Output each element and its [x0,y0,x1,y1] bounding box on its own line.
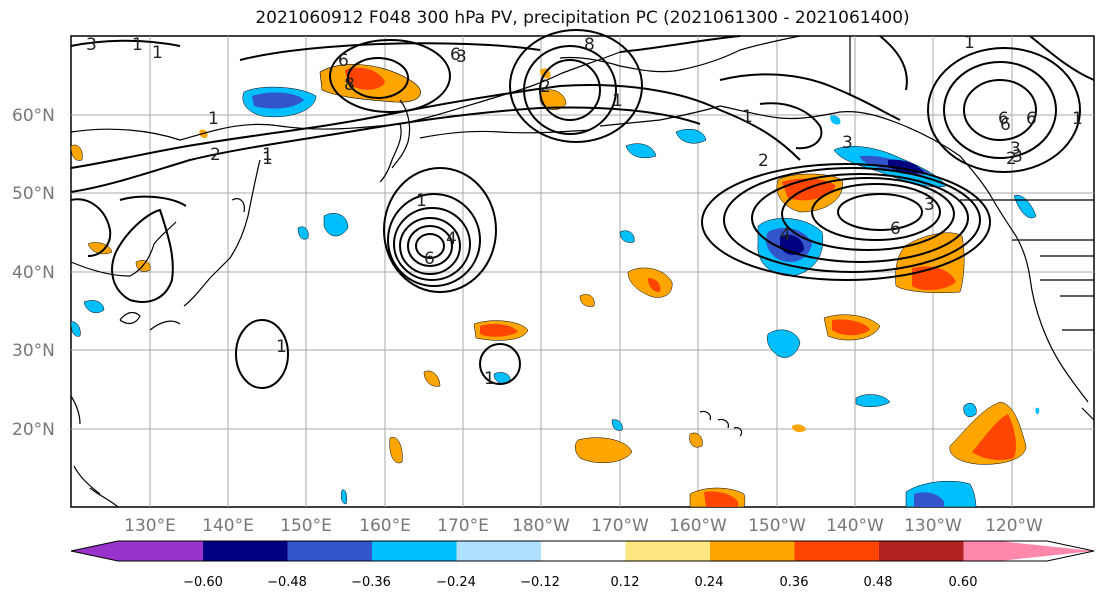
pv-contour-labels: 3 1 1 6 6 8 1 1 1 2 1 1 6 6 8 3 6 3 4 2 … [86,33,1083,389]
colorbar-segment [541,541,626,561]
pv-label: 2 [540,77,551,97]
pv-label: 6 [998,109,1009,129]
colorbar-segment [794,541,880,561]
pv-label: 1 [132,35,143,55]
colorbar-tick-label: −0.36 [351,575,391,590]
colorbar-segment [287,541,373,561]
pv-label: 2 [1006,149,1017,169]
colorbar-outline [70,540,1095,562]
pv-label: 3 [1012,147,1023,167]
colorbar-tick-label: 0.24 [695,575,724,590]
longitude-axis: 130°E 140°E 150°E 160°E 170°E 180°W 170°… [124,516,1043,536]
lat-label: 50°N [12,184,55,204]
pv-label: 6 [450,45,461,65]
colorbar-extend-high [963,541,1094,561]
lon-label: 160°W [669,516,727,536]
pv-label: 1 [152,43,163,63]
pv-label: 2 [210,145,221,165]
colorbar-tick-label: −0.60 [183,575,223,590]
pv-label: 6 [338,51,349,71]
lon-label: 140°E [202,516,254,536]
lat-label: 30°N [12,341,55,361]
colorbar-tick-label: 0.60 [949,575,978,590]
pv-label: 1 [484,369,495,389]
pv-label: 1 [416,191,427,211]
colorbar-tick-label: −0.12 [520,575,560,590]
pv-label: 3 [1010,139,1021,159]
pv-label: 3 [86,35,97,55]
lon-label: 180°W [512,516,570,536]
colorbar-segment [203,541,288,561]
pv-contours [70,29,1095,389]
colorbar-tick-label: −0.48 [267,575,307,590]
colorbar-tick-label: 0.12 [611,575,640,590]
pv-label: 4 [446,229,457,249]
lon-label: 130°E [124,516,176,536]
colorbar-tick-label: −0.24 [436,575,476,590]
pv-label: 3 [842,133,853,153]
pv-label: 6 [890,219,901,239]
colorbar-segment [710,541,795,561]
pv-label: 4 [780,225,791,245]
pv-label: 1 [612,91,623,111]
pv-label: 2 [758,151,769,171]
pv-label: 6 [424,249,435,269]
pv-label: 6 [1026,109,1037,129]
colorbar: −0.60 −0.48 −0.36 −0.24 −0.12 0.12 0.24 … [70,540,1095,590]
lon-label: 150°E [280,516,332,536]
lon-label: 140°W [826,516,884,536]
lon-label: 160°E [359,516,411,536]
lat-label: 20°N [12,420,55,440]
pv-label: 1 [208,109,219,129]
pv-label: 1 [262,145,273,165]
pv-label: 1 [262,149,273,169]
colorbar-tick-label: 0.36 [780,575,809,590]
pv-label: 8 [344,75,355,95]
pv-label: 8 [584,35,595,55]
pv-label: 6 [1000,115,1011,135]
pv-label: 1 [742,107,753,127]
pv-label: 3 [456,47,467,67]
colorbar-segment [879,541,964,561]
lon-label: 150°W [748,516,806,536]
colorbar-segments [70,540,1095,562]
lon-label: 170°W [591,516,649,536]
latitude-axis: 60°N 50°N 40°N 30°N 20°N [12,106,55,440]
lat-label: 40°N [12,263,55,283]
pv-label: 1 [276,337,287,357]
colorbar-ticks: −0.60 −0.48 −0.36 −0.24 −0.12 0.12 0.24 … [183,575,977,590]
colorbar-extend-low [71,541,203,561]
pv-label: 3 [924,195,935,215]
coastlines [70,35,1095,508]
colorbar-segment [625,541,711,561]
map-panel: 3 1 1 6 6 8 1 1 1 2 1 1 6 6 8 3 6 3 4 2 … [12,29,1095,536]
lon-label: 130°W [904,516,962,536]
pv-label: 1 [1072,109,1083,129]
colorbar-segment [456,541,542,561]
lon-label: 120°W [985,516,1043,536]
colorbar-segment [372,541,457,561]
pv-label: 1 [964,33,975,53]
chart-title: 2021060912 F048 300 hPa PV, precipitatio… [255,8,910,28]
colorbar-tick-label: 0.48 [864,575,893,590]
lat-label: 60°N [12,106,55,126]
lon-label: 170°E [437,516,489,536]
